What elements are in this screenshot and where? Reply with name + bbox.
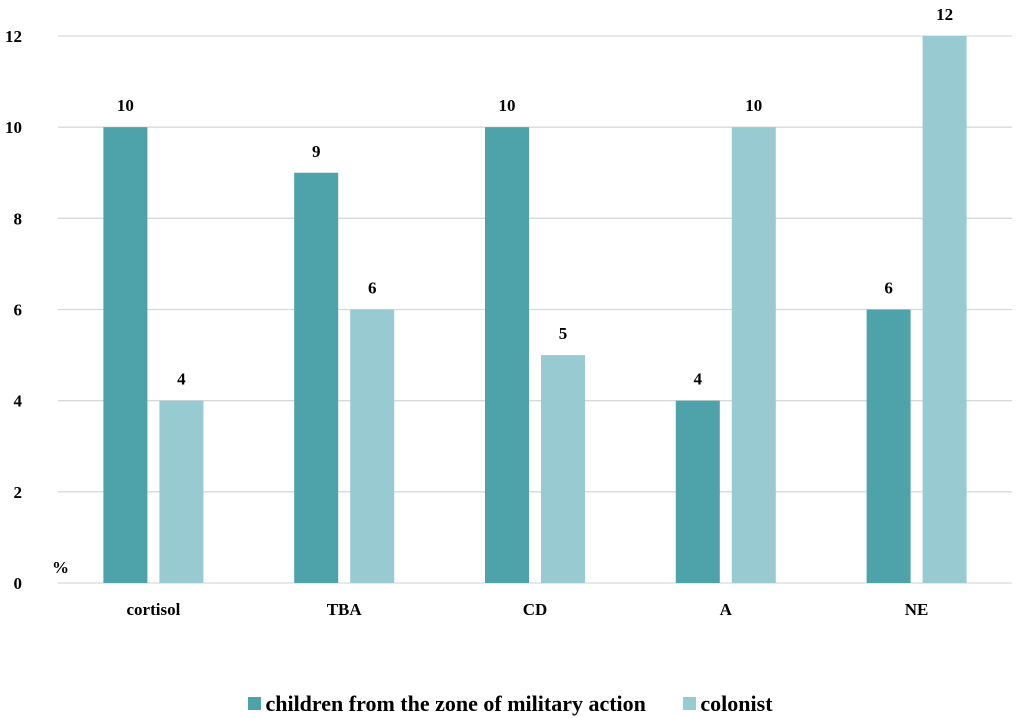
- data-label-cortisol-series-1: 10: [117, 96, 134, 115]
- y-tick-label: 4: [14, 392, 23, 411]
- y-tick-label: 10: [5, 118, 22, 137]
- bar-NE-series-2: [922, 36, 967, 583]
- bar-TBA-series-1: [294, 172, 339, 583]
- data-label-A-series-1: 4: [694, 370, 703, 389]
- bar-cortisol-series-2: [159, 400, 204, 583]
- data-label-NE-series-2: 12: [936, 5, 953, 24]
- legend-label-series-2: colonist: [700, 690, 773, 716]
- legend-swatch-series-2: [683, 697, 697, 710]
- y-tick-label: 6: [14, 301, 23, 320]
- data-label-CD-series-2: 5: [559, 324, 568, 343]
- x-tick-label: CD: [523, 600, 548, 619]
- legend-item-series-1: children from the zone of military actio…: [248, 690, 646, 717]
- gridlines: [58, 35, 1012, 584]
- y-tick-label: 8: [14, 209, 23, 228]
- bar-cortisol-series-1: [103, 127, 148, 584]
- bar-CD-series-1: [485, 127, 529, 584]
- legend-label-series-1: children from the zone of military actio…: [265, 690, 646, 716]
- x-tick-label: NE: [905, 600, 929, 619]
- x-tick-label: A: [720, 600, 733, 619]
- bar-A-series-2: [731, 127, 776, 584]
- legend-swatch-series-1: [248, 697, 262, 710]
- bar-NE-series-1: [866, 309, 911, 583]
- legend: children from the zone of military actio…: [0, 690, 1021, 717]
- y-axis-ticks: 0 2 4 6 8 10 12: [5, 27, 23, 593]
- data-label-TBA-series-1: 9: [312, 142, 321, 161]
- legend-item-series-2: colonist: [683, 690, 773, 717]
- y-tick-label: 12: [5, 27, 22, 46]
- y-tick-label: 0: [14, 574, 23, 593]
- bar-TBA-series-2: [350, 309, 395, 583]
- bar-chart: 0 2 4 6 8 10 12 % 10 4 9 6 10 5 4 10 6 12 cortisol TBA CD…: [5, 5, 1012, 619]
- data-label-cortisol-series-2: 4: [177, 370, 186, 389]
- bar-A-series-1: [675, 400, 720, 583]
- x-tick-label: cortisol: [126, 600, 180, 619]
- data-label-TBA-series-2: 6: [368, 279, 377, 298]
- bars: 10 4 9 6 10 5 4 10 6 12: [103, 5, 967, 584]
- y-tick-label: 2: [14, 483, 23, 502]
- data-label-A-series-2: 10: [745, 96, 762, 115]
- x-tick-label: TBA: [327, 600, 363, 619]
- data-label-CD-series-1: 10: [499, 96, 516, 115]
- data-label-NE-series-1: 6: [884, 279, 893, 298]
- y-axis-label: %: [52, 558, 69, 577]
- x-axis-ticks: cortisol TBA CD A NE: [126, 600, 928, 619]
- bar-CD-series-2: [541, 355, 585, 583]
